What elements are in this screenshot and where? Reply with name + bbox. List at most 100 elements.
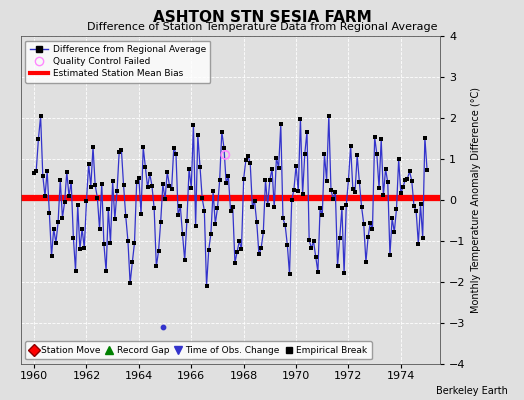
Point [277, 121, 285, 128]
Point [163, 169, 171, 175]
Point [82, 198, 91, 204]
Point [399, 184, 407, 190]
Point [170, 144, 178, 151]
Point [340, 270, 348, 277]
Point [65, 193, 73, 200]
Point [39, 172, 47, 179]
Point [333, 263, 342, 269]
Point [344, 176, 353, 183]
Point [246, 160, 254, 166]
Point [392, 206, 401, 212]
Point [390, 229, 398, 235]
Point [97, 180, 106, 187]
Point [416, 201, 424, 208]
Point [209, 188, 217, 194]
Point [242, 157, 250, 163]
Point [331, 188, 340, 195]
Point [275, 164, 283, 171]
Point [294, 188, 302, 194]
Point [255, 251, 263, 258]
Point [279, 215, 287, 222]
Point [395, 156, 403, 163]
Point [117, 146, 126, 153]
Point [115, 148, 123, 155]
Point [60, 199, 69, 205]
Point [414, 240, 422, 247]
Point [379, 192, 388, 198]
Point [126, 280, 134, 286]
Point [397, 190, 405, 196]
Point [159, 181, 167, 187]
Point [384, 179, 392, 186]
Point [248, 204, 257, 210]
Point [329, 195, 337, 202]
Point [215, 177, 224, 184]
Point [213, 205, 222, 212]
Point [172, 151, 180, 157]
Text: Difference of Station Temperature Data from Regional Average: Difference of Station Temperature Data f… [87, 22, 437, 32]
Point [324, 112, 333, 119]
Point [244, 153, 252, 159]
Point [239, 176, 248, 182]
Point [165, 182, 173, 189]
Point [270, 204, 278, 210]
Point [86, 184, 95, 190]
Point [366, 220, 375, 226]
Point [235, 238, 244, 244]
Point [261, 177, 270, 184]
Point [285, 271, 293, 278]
Point [150, 205, 158, 212]
Point [148, 183, 156, 189]
Point [89, 144, 97, 150]
Point [401, 176, 409, 183]
Point [364, 234, 372, 240]
Point [206, 230, 215, 237]
Point [56, 177, 64, 184]
Point [314, 269, 322, 275]
Point [191, 223, 200, 229]
Point [196, 164, 204, 170]
Point [292, 162, 300, 169]
Point [157, 219, 165, 225]
Point [113, 188, 121, 195]
Point [412, 208, 420, 214]
Point [75, 246, 84, 252]
Point [388, 215, 396, 222]
Point [185, 166, 193, 172]
Point [217, 128, 226, 135]
Point [348, 186, 357, 192]
Point [222, 180, 231, 187]
Point [49, 226, 58, 232]
Point [200, 208, 209, 214]
Point [335, 235, 344, 241]
Point [62, 169, 71, 175]
Point [318, 212, 326, 218]
Point [346, 143, 355, 149]
Point [43, 168, 51, 174]
Point [221, 152, 230, 158]
Point [71, 268, 80, 274]
Point [80, 245, 89, 251]
Point [375, 184, 383, 191]
Point [202, 283, 211, 289]
Point [228, 204, 237, 210]
Point [231, 260, 239, 266]
Point [423, 167, 431, 173]
Point [137, 211, 145, 217]
Point [152, 263, 160, 270]
Point [41, 193, 49, 200]
Point [100, 241, 108, 248]
Point [189, 122, 198, 128]
Point [353, 152, 362, 159]
Point [161, 196, 169, 203]
Point [421, 134, 429, 141]
Text: Berkeley Earth: Berkeley Earth [436, 386, 508, 396]
Point [119, 182, 128, 189]
Point [322, 177, 331, 184]
Point [141, 164, 149, 170]
Point [211, 221, 220, 227]
Point [233, 249, 241, 255]
Point [281, 222, 289, 228]
Point [183, 218, 191, 224]
Point [268, 166, 276, 172]
